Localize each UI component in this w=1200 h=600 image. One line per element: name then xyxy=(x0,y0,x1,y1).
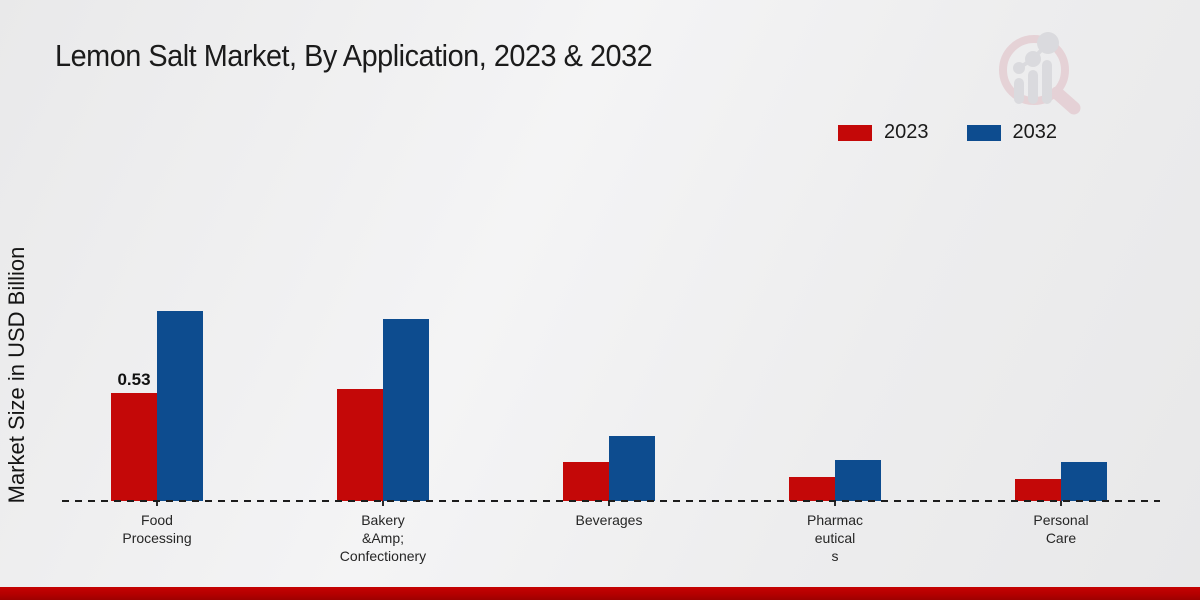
bar-2032-personal-care xyxy=(1061,462,1107,501)
x-axis-tick xyxy=(382,501,384,506)
bar-2032-bakery-amp-confectionery xyxy=(383,319,429,501)
x-axis-tick xyxy=(608,501,610,506)
x-axis-label-bakery-amp-confectionery: Bakery &Amp; Confectionery xyxy=(339,512,427,564)
legend-item-2023: 2023 xyxy=(838,121,929,144)
x-axis-tick xyxy=(1060,501,1062,506)
x-axis-baseline xyxy=(62,500,1160,502)
x-axis-tick xyxy=(156,501,158,506)
x-axis-label-personal-care: Personal Care xyxy=(1033,512,1089,546)
bar-2023-bakery-amp-confectionery xyxy=(337,389,383,501)
footer-accent-bar xyxy=(0,587,1200,600)
bar-2032-pharmac-eutical-s xyxy=(835,460,881,501)
bar-2023-pharmac-eutical-s xyxy=(789,477,835,501)
bar-2032-beverages xyxy=(609,436,655,501)
legend-item-2032: 2032 xyxy=(966,121,1058,144)
bar-value-label: 0.53 xyxy=(117,370,151,389)
magnifier-bar-chart-logo-icon xyxy=(999,32,1081,115)
legend-swatch-2032 xyxy=(966,124,1001,141)
bar-2032-food-processing xyxy=(157,311,203,501)
bar-2023-food-processing xyxy=(111,393,157,501)
legend-label-2032: 2032 xyxy=(1012,121,1058,143)
x-axis-label-beverages: Beverages xyxy=(575,512,643,528)
chart-title: Lemon Salt Market, By Application, 2023 … xyxy=(55,38,653,73)
legend: 2023 2032 xyxy=(838,121,1057,144)
x-axis-label-pharmac-eutical-s: Pharmac eutical s xyxy=(806,512,864,564)
bar-2023-personal-care xyxy=(1015,479,1061,501)
legend-label-2023: 2023 xyxy=(884,121,929,143)
bar-2023-beverages xyxy=(563,462,609,501)
x-axis-tick xyxy=(834,501,836,506)
x-axis-label-food-processing: Food Processing xyxy=(122,512,192,546)
legend-swatch-2023 xyxy=(838,124,872,141)
